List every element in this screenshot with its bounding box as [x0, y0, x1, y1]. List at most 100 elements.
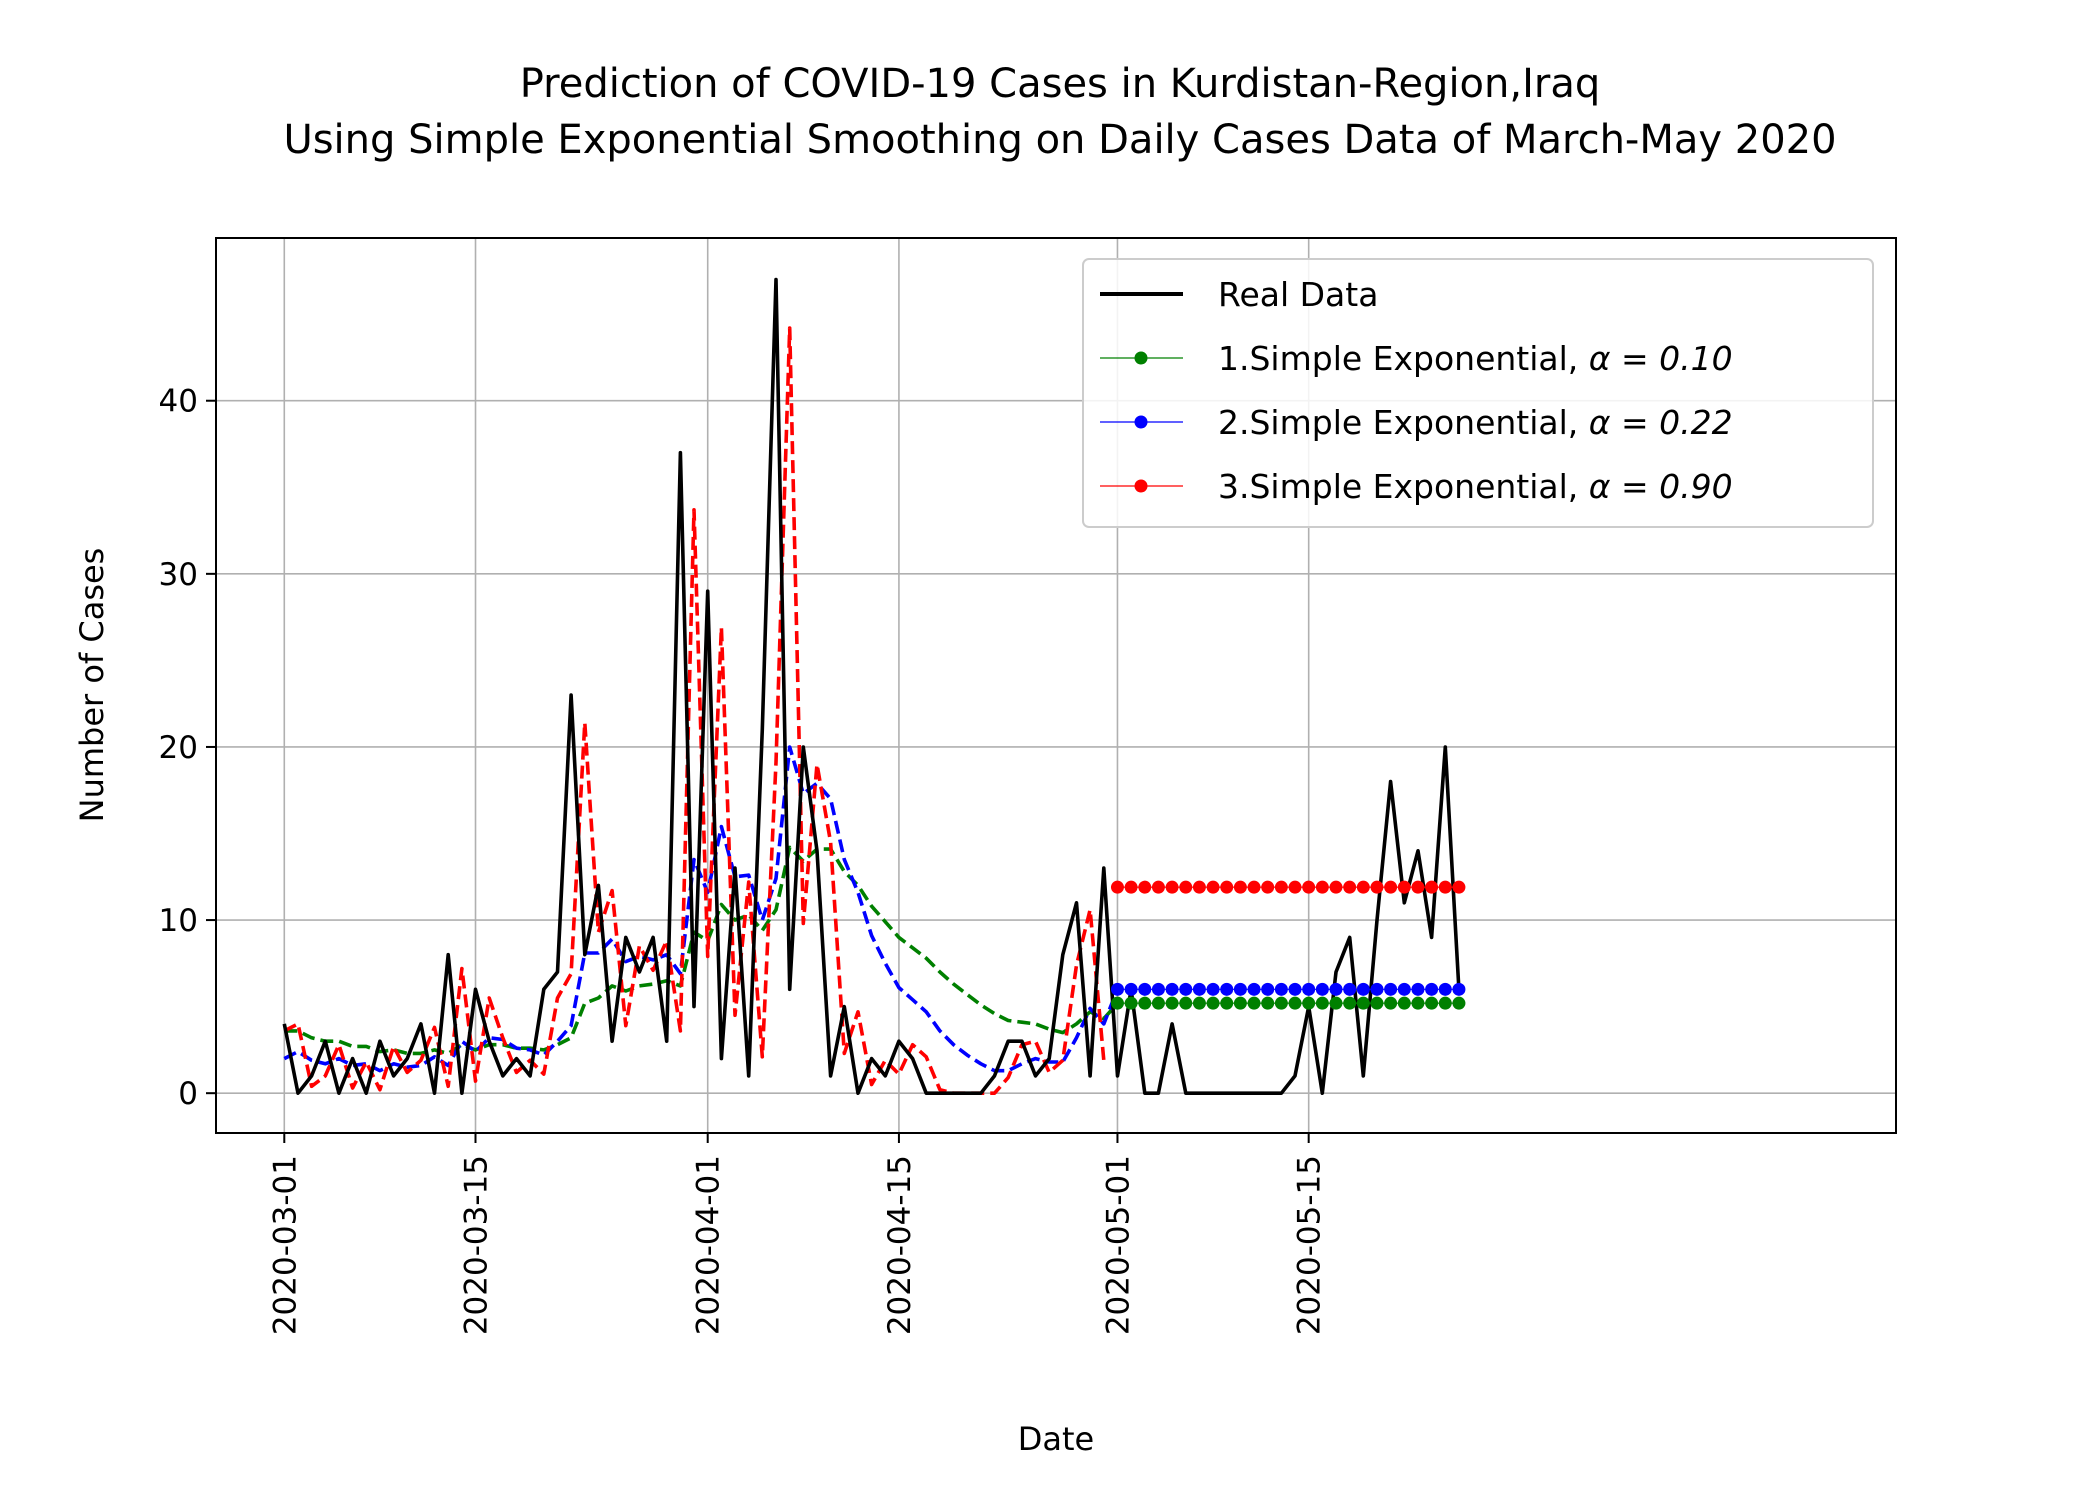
forecast-series-alpha-0.90: [1110, 880, 1466, 894]
legend-swatch-marker: [1134, 479, 1148, 493]
legend-swatch-marker: [1134, 351, 1148, 365]
real-data-line: [282, 277, 1461, 1095]
forecast-point: [1165, 982, 1179, 996]
forecast-point: [1370, 982, 1384, 996]
forecast-point: [1192, 996, 1206, 1010]
forecast-point: [1315, 880, 1329, 894]
forecast-series-alpha-0.10: [1110, 996, 1466, 1010]
forecast-point: [1356, 982, 1370, 996]
forecast-point: [1302, 880, 1316, 894]
forecast-point: [1233, 880, 1247, 894]
y-tick-label: 20: [159, 730, 198, 766]
forecast-point: [1452, 982, 1466, 996]
legend: Real Data 1.Simple Exponential, α = 0.10 2…: [1082, 258, 1874, 528]
y-tick-label: 0: [178, 1076, 198, 1112]
forecast-point: [1151, 880, 1165, 894]
legend-label: 2.Simple Exponential, α = 0.22: [1218, 403, 1733, 442]
legend-item-3: 2.Simple Exponential, α = 0.22: [1100, 403, 1733, 442]
fitted-line-alpha-0.22: [283, 745, 1120, 1073]
forecast-point: [1384, 880, 1398, 894]
forecast-point: [1343, 996, 1357, 1010]
forecast-point: [1138, 880, 1152, 894]
legend-label: Real Data: [1218, 275, 1378, 314]
fitted-line-alpha-0.10: [284, 845, 1119, 1056]
forecast-point: [1438, 880, 1452, 894]
axis-ticks: 2020-03-01 2020-03-15 2020-04-01 2020-04-15…: [159, 384, 1328, 1335]
forecast-point: [1315, 982, 1329, 996]
forecast-point: [1220, 880, 1234, 894]
forecast-point: [1206, 982, 1220, 996]
forecast-point: [1288, 996, 1302, 1010]
forecast-point: [1192, 982, 1206, 996]
forecast-point: [1411, 996, 1425, 1010]
forecast-point: [1397, 982, 1411, 996]
forecast-point: [1411, 880, 1425, 894]
forecast-point: [1206, 880, 1220, 894]
chart-title-line-1: Prediction of COVID-19 Cases in Kurdista…: [520, 61, 1601, 107]
legend-item-1: Real Data: [1100, 275, 1378, 314]
forecast-point: [1315, 996, 1329, 1010]
forecast-point: [1329, 880, 1343, 894]
forecast-point: [1220, 996, 1234, 1010]
forecast-point: [1179, 880, 1193, 894]
x-tick-label: 2020-05-15: [1292, 1155, 1328, 1335]
forecast-point: [1356, 996, 1370, 1010]
plot-area-frame: [215, 237, 1897, 1134]
forecast-point: [1356, 880, 1370, 894]
legend-frame: [1082, 258, 1874, 528]
forecast-point: [1165, 880, 1179, 894]
forecast-point: [1220, 982, 1234, 996]
forecast-point: [1397, 996, 1411, 1010]
forecast-point: [1206, 996, 1220, 1010]
y-tick-label: 10: [159, 903, 198, 939]
x-tick-label: 2020-04-15: [882, 1155, 918, 1335]
forecast-point: [1343, 880, 1357, 894]
forecast-point: [1233, 982, 1247, 996]
forecast-point: [1124, 982, 1138, 996]
x-axis-label: Date: [1018, 1420, 1094, 1458]
forecast-point: [1274, 982, 1288, 996]
forecast-point: [1151, 996, 1165, 1010]
forecast-point: [1411, 982, 1425, 996]
legend-label: 1.Simple Exponential, α = 0.10: [1218, 339, 1733, 378]
forecast-point: [1302, 982, 1316, 996]
forecast-point: [1165, 996, 1179, 1010]
legend-item-2: 1.Simple Exponential, α = 0.10: [1100, 339, 1733, 378]
forecast-point: [1192, 880, 1206, 894]
forecast-point: [1179, 996, 1193, 1010]
forecast-point: [1261, 982, 1275, 996]
x-tick-label: 2020-03-15: [459, 1155, 495, 1335]
forecast-point: [1247, 982, 1261, 996]
forecast-point: [1124, 880, 1138, 894]
y-axis-label: Number of Cases: [73, 548, 111, 823]
forecast-point: [1247, 880, 1261, 894]
legend-swatch-marker: [1134, 415, 1148, 429]
forecast-series-alpha-0.22: [1110, 982, 1466, 996]
forecast-point: [1288, 880, 1302, 894]
forecast-point: [1397, 880, 1411, 894]
x-tick-label: 2020-03-01: [267, 1155, 303, 1335]
legend-item-4: 3.Simple Exponential, α = 0.90: [1100, 467, 1733, 506]
forecast-point: [1110, 880, 1124, 894]
forecast-point: [1452, 880, 1466, 894]
forecast-point: [1425, 982, 1439, 996]
legend-label: 3.Simple Exponential, α = 0.90: [1218, 467, 1733, 506]
forecast-point: [1302, 996, 1316, 1010]
forecast-point: [1370, 880, 1384, 894]
forecast-point: [1138, 982, 1152, 996]
forecast-point: [1261, 996, 1275, 1010]
fitted-line-alpha-0.90: [283, 326, 1106, 1095]
forecast-point: [1261, 880, 1275, 894]
x-tick-label: 2020-04-01: [691, 1155, 727, 1335]
forecast-point: [1452, 996, 1466, 1010]
forecast-point: [1384, 996, 1398, 1010]
forecast-point: [1233, 996, 1247, 1010]
forecast-point: [1425, 996, 1439, 1010]
y-tick-label: 30: [159, 557, 198, 593]
y-tick-label: 40: [159, 384, 198, 420]
forecast-point: [1179, 982, 1193, 996]
forecast-point: [1438, 996, 1452, 1010]
forecast-point: [1138, 996, 1152, 1010]
